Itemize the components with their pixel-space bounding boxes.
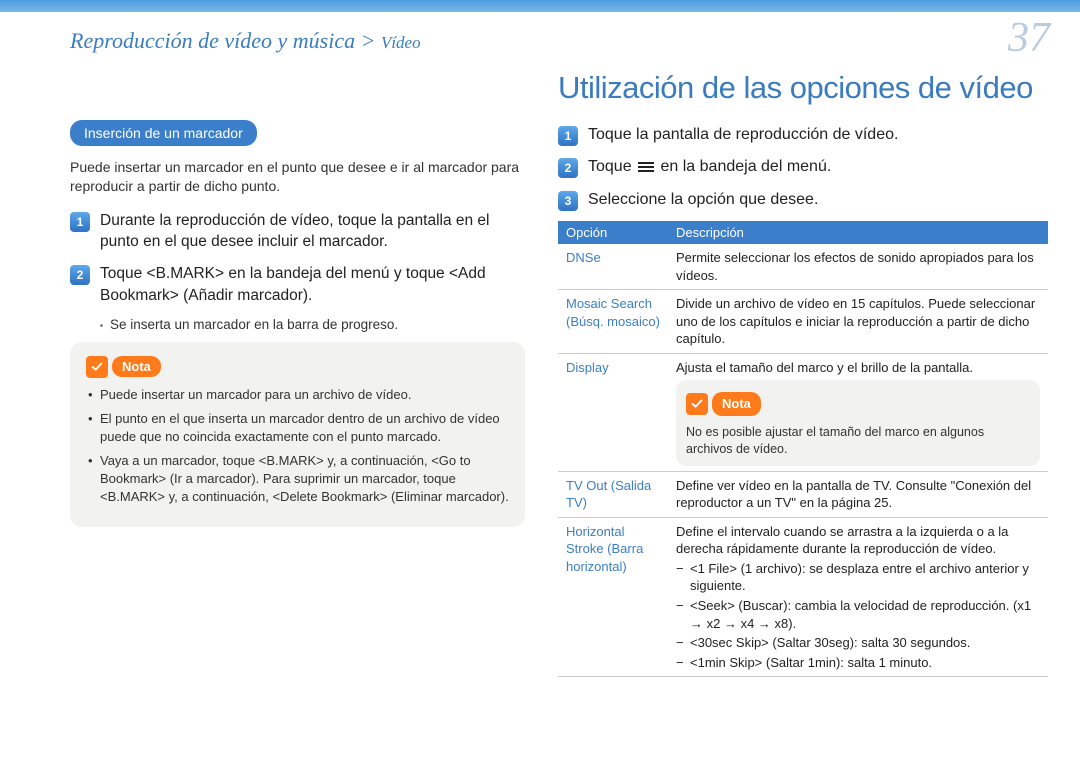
- step-row: 2 Toque en la bandeja del menú.: [558, 156, 1048, 178]
- option-name-horizontal: Horizontal Stroke (Barra horizontal): [558, 517, 668, 676]
- option-desc-display: Ajusta el tamaño del marco y el brillo d…: [668, 353, 1048, 471]
- hamburger-menu-icon: [638, 160, 654, 174]
- step-text: Toque en la bandeja del menú.: [588, 156, 831, 178]
- note-item: El punto en el que inserta un marcador d…: [100, 410, 509, 446]
- step-badge-1: 1: [558, 126, 578, 146]
- option-desc-horizontal: Define el intervalo cuando se arrastra a…: [668, 517, 1048, 676]
- option-name-tvout: TV Out (Salida TV): [558, 471, 668, 517]
- step-badge-2: 2: [558, 158, 578, 178]
- step-badge-2: 2: [70, 265, 90, 285]
- dash-item: <Seek> (Buscar): cambia la velocidad de …: [676, 597, 1040, 632]
- page-title: Utilización de las opciones de vídeo: [558, 70, 1048, 106]
- inner-note-box: Nota No es posible ajustar el tamaño del…: [676, 380, 1040, 465]
- note-check-icon: [86, 356, 108, 378]
- option-desc: Permite seleccionar los efectos de sonid…: [668, 244, 1048, 290]
- display-desc-top: Ajusta el tamaño del marco y el brillo d…: [676, 359, 1040, 377]
- dash-item: <1min Skip> (Saltar 1min): salta 1 minut…: [676, 654, 1040, 672]
- option-name-dnse: DNSe: [558, 244, 668, 290]
- note-badge: Nota: [86, 356, 509, 378]
- step-text: Toque <B.MARK> en la bandeja del menú y …: [100, 263, 525, 306]
- table-header-row: Opción Descripción: [558, 221, 1048, 244]
- option-name-mosaic: Mosaic Search (Búsq. mosaico): [558, 290, 668, 354]
- step-text: Seleccione la opción que desee.: [588, 189, 818, 211]
- dash-item: <30sec Skip> (Saltar 30seg): salta 30 se…: [676, 634, 1040, 652]
- table-row: TV Out (Salida TV) Define ver vídeo en l…: [558, 471, 1048, 517]
- intro-text: Puede insertar un marcador en el punto q…: [70, 158, 525, 196]
- step-row: 2 Toque <B.MARK> en la bandeja del menú …: [70, 263, 525, 306]
- nota-label: Nota: [112, 356, 161, 377]
- breadcrumb: Reproducción de vídeo y música > Vídeo: [70, 28, 421, 54]
- breadcrumb-main: Reproducción de vídeo y música >: [70, 28, 381, 53]
- dash-item: <1 File> (1 archivo): se desplaza entre …: [676, 560, 1040, 595]
- option-desc: Divide un archivo de vídeo en 15 capítul…: [668, 290, 1048, 354]
- header-bar: [0, 0, 1080, 12]
- note-item: Vaya a un marcador, toque <B.MARK> y, a …: [100, 452, 509, 507]
- col-description: Descripción: [668, 221, 1048, 244]
- step-text: Toque la pantalla de reproducción de víd…: [588, 124, 898, 146]
- page-number: 37: [1008, 14, 1050, 62]
- left-column: Inserción de un marcador Puede insertar …: [70, 120, 525, 527]
- col-option: Opción: [558, 221, 668, 244]
- note-check-icon: [686, 393, 708, 415]
- table-row: DNSe Permite seleccionar los efectos de …: [558, 244, 1048, 290]
- step-badge-1: 1: [70, 212, 90, 232]
- table-row: Horizontal Stroke (Barra horizontal) Def…: [558, 517, 1048, 676]
- note-box: Nota Puede insertar un marcador para un …: [70, 342, 525, 527]
- step-row: 1 Durante la reproducción de vídeo, toqu…: [70, 210, 525, 253]
- note-badge: Nota: [686, 392, 761, 416]
- note-item: Puede insertar un marcador para un archi…: [100, 386, 509, 404]
- step-row: 1 Toque la pantalla de reproducción de v…: [558, 124, 1048, 146]
- sub-bullet: Se inserta un marcador en la barra de pr…: [100, 317, 525, 332]
- table-row: Display Ajusta el tamaño del marco y el …: [558, 353, 1048, 471]
- options-table: Opción Descripción DNSe Permite seleccio…: [558, 221, 1048, 677]
- table-row: Mosaic Search (Búsq. mosaico) Divide un …: [558, 290, 1048, 354]
- right-column: Utilización de las opciones de vídeo 1 T…: [558, 70, 1048, 677]
- step-2-post: en la bandeja del menú.: [661, 158, 832, 175]
- section-pill: Inserción de un marcador: [70, 120, 257, 146]
- nota-label: Nota: [712, 392, 761, 416]
- step-row: 3 Seleccione la opción que desee.: [558, 189, 1048, 211]
- horizontal-intro: Define el intervalo cuando se arrastra a…: [676, 523, 1040, 558]
- inner-note-text: No es posible ajustar el tamaño del marc…: [686, 424, 1030, 458]
- step-text: Durante la reproducción de vídeo, toque …: [100, 210, 525, 253]
- breadcrumb-sub: Vídeo: [381, 33, 421, 52]
- option-name-display: Display: [558, 353, 668, 471]
- horizontal-dash-list: <1 File> (1 archivo): se desplaza entre …: [676, 560, 1040, 671]
- option-desc: Define ver vídeo en la pantalla de TV. C…: [668, 471, 1048, 517]
- step-2-pre: Toque: [588, 158, 636, 175]
- step-badge-3: 3: [558, 191, 578, 211]
- note-list: Puede insertar un marcador para un archi…: [86, 386, 509, 507]
